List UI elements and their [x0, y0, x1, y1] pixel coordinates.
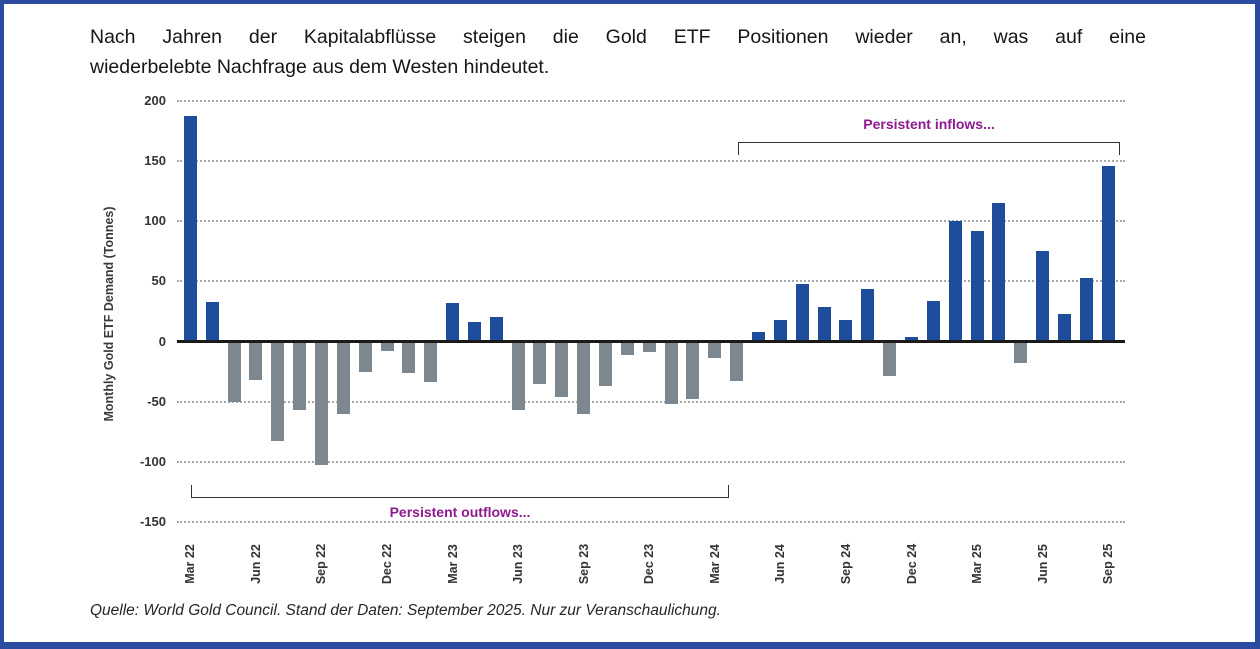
bar-jul-23 — [533, 341, 547, 384]
bar-mar-24 — [708, 341, 722, 359]
x-axis-zero-line — [177, 340, 1125, 343]
bar-apr-22 — [205, 301, 219, 342]
bar-may-22 — [227, 341, 241, 402]
bar-jul-22 — [271, 341, 285, 442]
y-tick-label-100: 100 — [144, 213, 166, 229]
y-axis-title: Monthly Gold ETF Demand (Tonnes) — [102, 206, 116, 422]
bar-sep-23 — [577, 341, 591, 414]
bar-may-23 — [489, 317, 503, 342]
bar-nov-24 — [883, 341, 897, 377]
bar-may-24 — [752, 331, 766, 342]
x-tick-label-mar-22: Mar 22 — [183, 544, 198, 584]
x-tick-label-mar-23: Mar 23 — [445, 544, 460, 584]
bar-sep-22 — [314, 341, 328, 466]
y-tick-label-150: 150 — [144, 153, 166, 168]
bar-nov-22 — [358, 341, 372, 372]
bar-dec-22 — [380, 341, 394, 352]
bar-sep-24 — [839, 319, 853, 342]
bar-dec-23 — [642, 341, 656, 353]
bar-feb-23 — [424, 341, 438, 383]
gridline-100 — [177, 220, 1125, 223]
bar-may-25 — [1014, 341, 1028, 364]
x-tick-label-dec-23: Dec 23 — [642, 543, 657, 585]
x-tick-label-jun-23: Jun 23 — [511, 544, 526, 584]
bar-jul-24 — [795, 283, 809, 342]
bar-apr-24 — [730, 341, 744, 382]
y-tick-label--50: -50 — [147, 393, 166, 409]
bar-feb-24 — [686, 341, 700, 400]
bar-oct-22 — [336, 341, 350, 414]
x-tick-label-jun-22: Jun 22 — [248, 544, 263, 584]
bar-mar-23 — [446, 302, 460, 342]
bar-oct-24 — [861, 288, 875, 342]
gold-etf-demand-chart: 200 150 100 50 0 -50 -100 -150 Mar 22 Jun 22 Sep 2… — [4, 4, 1255, 642]
bar-oct-23 — [599, 341, 613, 387]
bar-sep-25 — [1101, 165, 1115, 342]
bar-feb-25 — [948, 221, 962, 342]
bar-jan-25 — [926, 300, 940, 342]
bar-dec-24 — [905, 336, 919, 342]
x-tick-label-mar-24: Mar 24 — [707, 544, 722, 584]
gridline--150 — [177, 520, 1125, 523]
page-title: Nach Jahren der Kapitalabflüsse steigen … — [90, 22, 1146, 82]
x-tick-label-jun-24: Jun 24 — [773, 544, 788, 584]
x-tick-label-sep-25: Sep 25 — [1101, 543, 1116, 585]
bar-nov-23 — [620, 341, 634, 355]
x-tick-label-sep-24: Sep 24 — [838, 543, 853, 585]
x-tick-label-sep-23: Sep 23 — [576, 543, 591, 585]
x-tick-label-jun-25: Jun 25 — [1035, 544, 1050, 584]
bar-apr-23 — [467, 322, 481, 342]
gridline--100 — [177, 460, 1125, 463]
annotation-inflows: Persistent inflows... — [863, 116, 995, 132]
annotation-outflows: Persistent outflows... — [389, 504, 531, 520]
bracket-outflows — [191, 485, 729, 498]
bar-jun-25 — [1036, 251, 1050, 342]
y-tick-label--100: -100 — [139, 453, 166, 469]
bar-jun-23 — [511, 341, 525, 411]
x-tick-label-dec-22: Dec 22 — [380, 543, 394, 585]
bar-jan-23 — [402, 341, 416, 373]
bar-apr-25 — [992, 203, 1006, 342]
bar-aug-22 — [293, 341, 307, 411]
bar-jun-24 — [773, 319, 787, 342]
gridline-150 — [177, 160, 1125, 162]
bar-jul-25 — [1058, 313, 1072, 342]
bar-mar-22 — [183, 116, 197, 342]
gridline--50 — [177, 400, 1125, 403]
bar-aug-25 — [1079, 277, 1093, 342]
bar-jan-24 — [664, 341, 678, 405]
y-tick-label-50: 50 — [151, 273, 166, 289]
bracket-inflows — [738, 142, 1120, 155]
y-tick-label--150: -150 — [139, 513, 166, 529]
bar-jun-22 — [249, 341, 263, 380]
y-tick-label-200: 200 — [144, 92, 166, 108]
x-tick-label-mar-25: Mar 25 — [970, 544, 985, 584]
x-tick-label-dec-24: Dec 24 — [904, 543, 919, 585]
title-line-1: Nach Jahren der Kapitalabflüsse steigen … — [90, 26, 1146, 48]
source-note: Quelle: World Gold Council. Stand der Da… — [90, 602, 721, 619]
gridline-200 — [177, 99, 1125, 102]
bar-aug-24 — [817, 306, 831, 342]
title-line-2: wiederbelebte Nachfrage aus dem Westen h… — [90, 56, 550, 78]
y-tick-label-0: 0 — [158, 333, 166, 349]
x-tick-label-sep-22: Sep 22 — [314, 543, 329, 585]
bar-mar-25 — [970, 230, 984, 342]
gridline-50 — [177, 280, 1125, 283]
bar-aug-23 — [555, 341, 569, 397]
